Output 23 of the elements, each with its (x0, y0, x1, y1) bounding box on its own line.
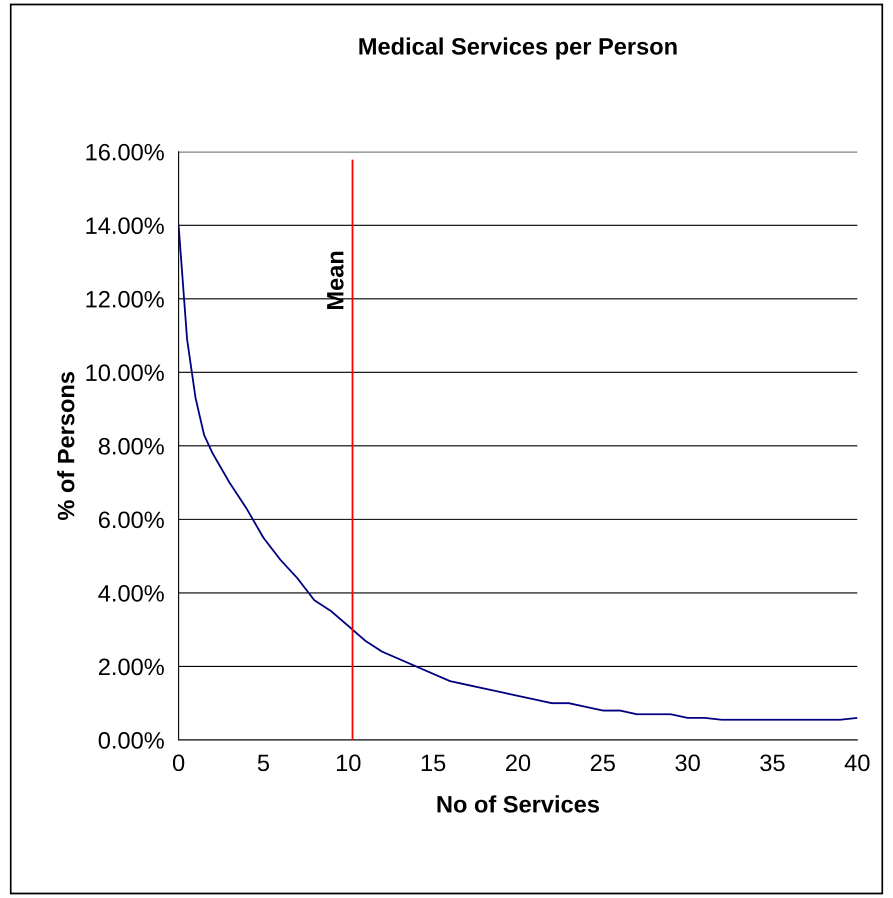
y-tick-label: 8.00% (98, 438, 164, 455)
x-tick-label: 10 (336, 754, 360, 772)
y-tick-label: 6.00% (98, 511, 164, 528)
chart-title: Medical Services per Person (359, 37, 677, 60)
y-tick-label: 0.00% (98, 732, 164, 749)
y-tick-label: 12.00% (86, 290, 164, 308)
x-tick-label: 25 (590, 754, 615, 772)
x-tick-label: 40 (844, 754, 870, 772)
x-tick-label: 5 (258, 754, 270, 772)
x-tick-label: 35 (760, 754, 785, 772)
y-tick-label: 2.00% (98, 658, 164, 676)
x-tick-label: 30 (675, 754, 700, 772)
line-series (178, 224, 858, 721)
x-tick-label: 20 (506, 754, 530, 772)
x-tick-label: 15 (422, 754, 446, 772)
x-tick-label: 0 (172, 754, 184, 772)
y-tick-label: 10.00% (86, 364, 164, 382)
y-tick-label: 4.00% (98, 584, 164, 602)
y-axis-title: % of Persons (57, 372, 74, 520)
y-tick-label: 14.00% (86, 217, 164, 234)
y-tick-label: 16.00% (86, 144, 164, 161)
x-axis-title: No of Services (438, 795, 599, 813)
ref-line-label: Mean (327, 252, 344, 310)
